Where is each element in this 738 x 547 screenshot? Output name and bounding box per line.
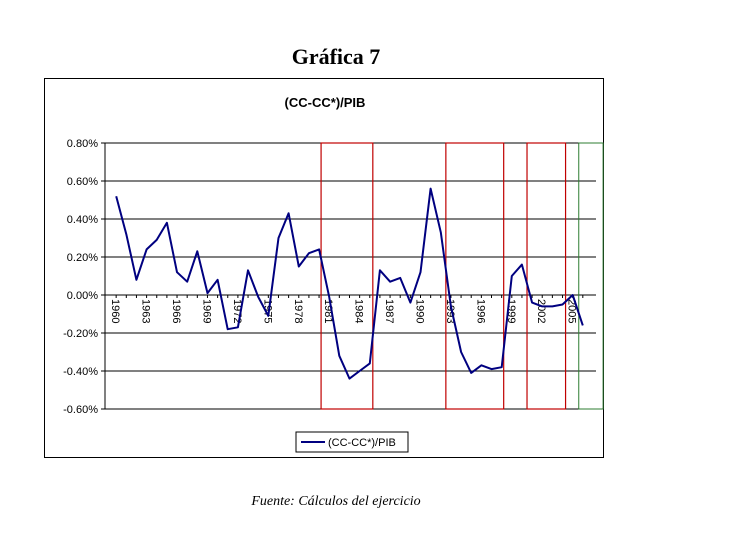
x-tick-label: 1984: [353, 299, 365, 323]
series-lines: [115, 187, 584, 380]
y-tick-label: -0.60%: [63, 404, 98, 416]
figure-title: Gráfica 7: [291, 44, 381, 69]
x-tick-label: 1990: [413, 299, 425, 323]
x-tick-label: 1966: [170, 299, 182, 323]
y-tick-label: 0.20%: [67, 252, 98, 264]
x-tick-label: 2002: [535, 299, 547, 323]
series-line: [115, 187, 584, 380]
x-tick-label: 1969: [200, 299, 212, 323]
x-tick-label: 1960: [109, 299, 121, 323]
highlight-box: [526, 142, 567, 410]
edge-box: [578, 142, 604, 410]
y-tick-labels: 0.80% 0.60% 0.40% 0.20% 0.00% -0.20% -0.40% -0.…: [63, 138, 98, 416]
x-tick-label: 1996: [474, 299, 486, 323]
source-note: Fuente: Cálculos del ejercicio: [251, 494, 421, 509]
chart-area: 0.80% 0.60% 0.40% 0.20% 0.00% -0.20% -0.40% -0.…: [44, 78, 604, 458]
x-tick-label: 2005: [566, 299, 578, 323]
gridlines: [101, 142, 596, 410]
x-tick-label: 1987: [383, 299, 395, 323]
y-tick-label: -0.40%: [63, 366, 98, 378]
chart-title: (CC-CC*)/PIB: [285, 95, 366, 110]
y-tick-label: 0.40%: [67, 214, 98, 226]
y-tick-label: -0.20%: [63, 328, 98, 340]
x-tick-label: 1999: [505, 299, 517, 323]
highlight-box: [320, 142, 374, 410]
x-tick-label: 1963: [140, 299, 152, 323]
y-tick-label: 0.00%: [67, 290, 98, 302]
legend: (CC-CC*)/PIB: [295, 431, 409, 453]
y-tick-label: 0.80%: [67, 138, 98, 150]
legend-label: (CC-CC*)/PIB: [328, 437, 396, 449]
line-chart: 0.80% 0.60% 0.40% 0.20% 0.00% -0.20% -0.40% -0.…: [63, 95, 604, 453]
x-tick-label: 1978: [292, 299, 304, 323]
y-tick-label: 0.60%: [67, 176, 98, 188]
x-tick-label: 1975: [261, 299, 273, 323]
